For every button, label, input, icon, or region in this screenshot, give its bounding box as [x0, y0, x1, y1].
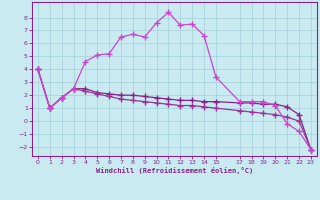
X-axis label: Windchill (Refroidissement éolien,°C): Windchill (Refroidissement éolien,°C): [96, 167, 253, 174]
